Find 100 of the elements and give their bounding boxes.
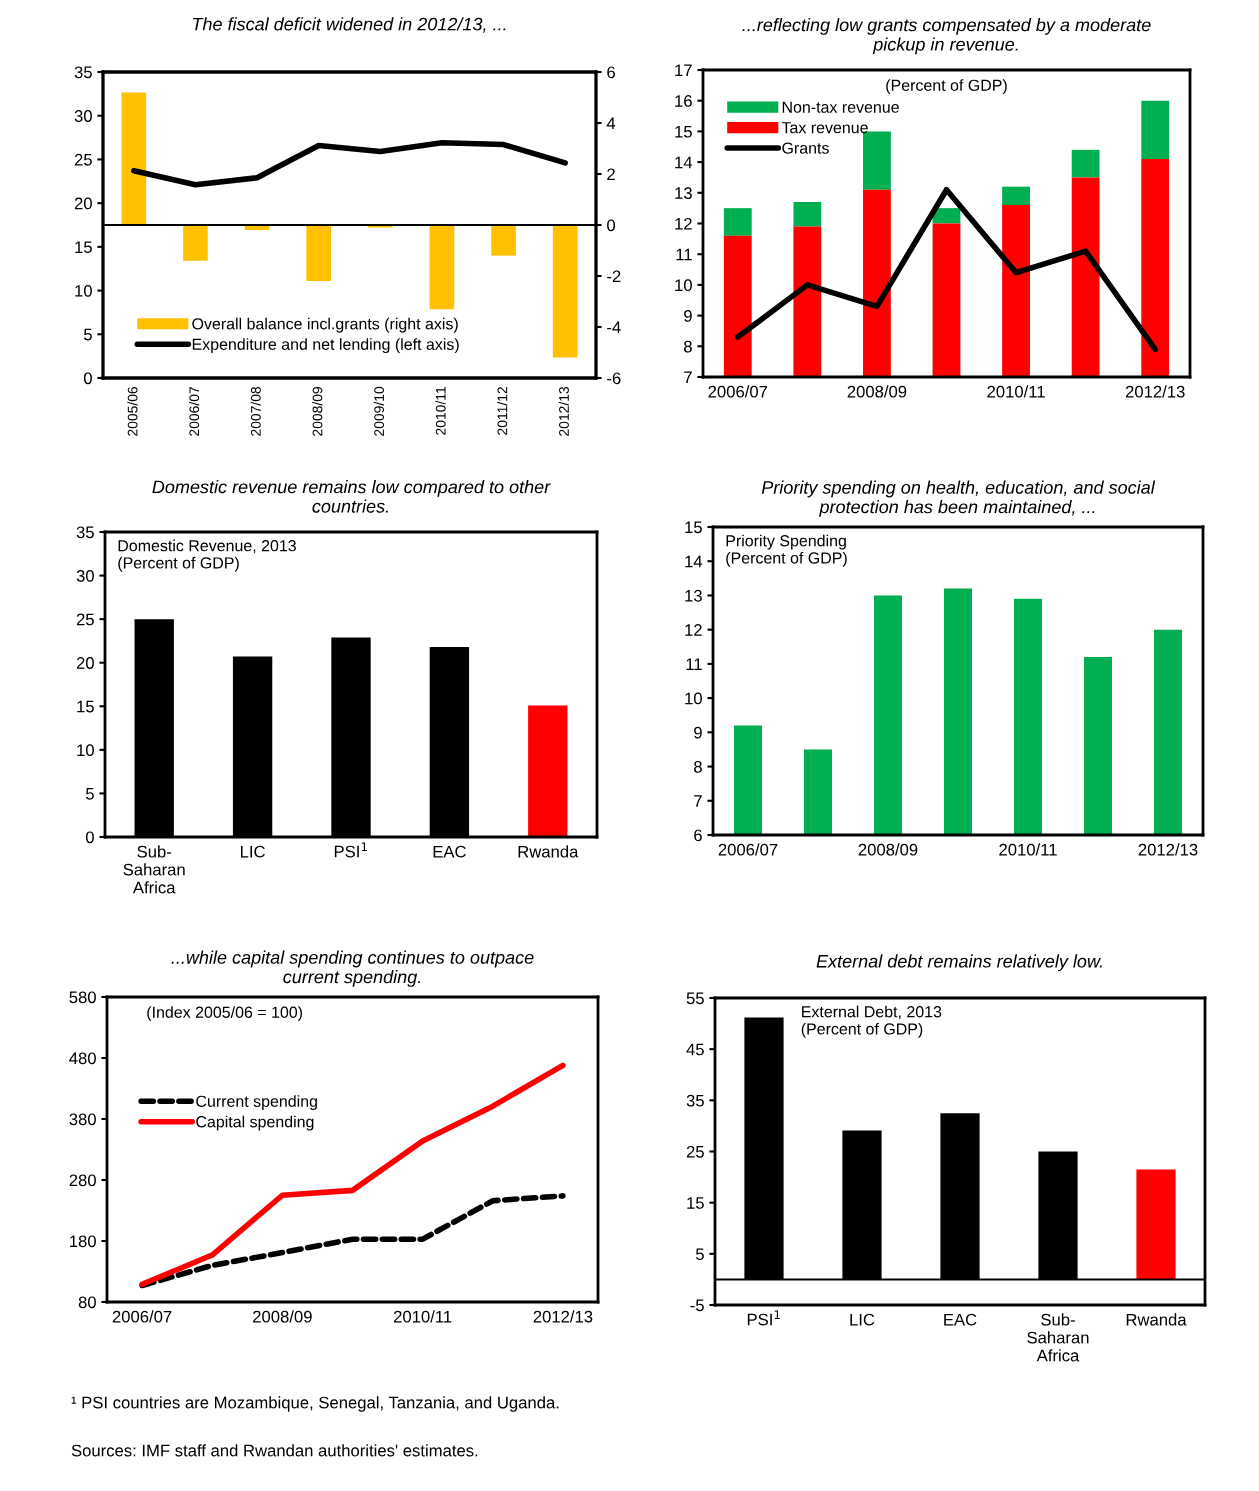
- chart-title: ...reflecting low grants compensated by a moderate pickup in revenue.: [742, 18, 1151, 55]
- y-tick-label: 8: [684, 340, 692, 353]
- y-tick-label: 580: [69, 991, 96, 1004]
- legend-label: Grants: [782, 142, 829, 154]
- x-tick-label: 2005/06: [127, 386, 138, 436]
- y-tick-label: -5: [690, 1299, 704, 1312]
- chart-title: External debt remains relatively low.: [816, 954, 1102, 972]
- annotation: Domestic Revenue, 2013 (Percent of GDP): [118, 539, 296, 572]
- y-tick-label: 5: [695, 1248, 704, 1261]
- y-tick-label: 17: [675, 64, 692, 77]
- legend-label: Tax revenue: [781, 122, 868, 134]
- y-tick-label: 30: [74, 110, 92, 122]
- y2-tick-label: -2: [607, 270, 621, 283]
- y-tick-label: 30: [76, 569, 94, 582]
- x-tick-label: 2012/13: [533, 1310, 593, 1323]
- legend-label: Expenditure and net lending (left axis): [192, 338, 459, 354]
- legend-label: Capital spending: [196, 1115, 314, 1131]
- y-tick-label: 20: [74, 197, 92, 210]
- y2-tick-label: 2: [607, 168, 615, 181]
- y-tick-label: 35: [74, 66, 92, 79]
- annotation: (Index 2005/06 = 100): [147, 1006, 303, 1022]
- text: ¹ PSI countries are Mozambique, Senegal, Tanzania, and Uganda.: [71, 1396, 559, 1412]
- y-tick-label: 11: [686, 658, 702, 670]
- x-tick-label: Sub- Saharan Africa: [123, 845, 185, 894]
- x-tick-label: EAC: [944, 1313, 977, 1326]
- legend-label: Non-tax revenue: [782, 101, 899, 113]
- x-tick-label: 2006/07: [718, 843, 778, 856]
- x-tick-label: 2008/09: [312, 386, 323, 436]
- y-tick-label: 10: [675, 279, 692, 292]
- y-tick-label: 11: [676, 248, 692, 261]
- y2-tick-label: -6: [607, 372, 621, 385]
- y-tick-label: 25: [74, 153, 92, 166]
- x-tick-label: PSI$^{1}$: [334, 842, 367, 858]
- y-tick-label: 9: [684, 310, 692, 322]
- x-tick-label: LIC: [850, 1313, 875, 1326]
- y-tick-label: 14: [685, 555, 703, 568]
- y-tick-label: 280: [69, 1174, 96, 1187]
- y-tick-label: 13: [685, 589, 702, 602]
- y-tick-label: 8: [694, 760, 702, 773]
- y-tick-label: 5: [83, 328, 92, 341]
- x-tick-label: 2010/11: [987, 385, 1045, 398]
- y-tick-label: 15: [687, 1197, 704, 1209]
- y-tick-label: 35: [76, 526, 94, 539]
- x-tick-label: 2012/13: [558, 386, 569, 436]
- y-tick-label: 15: [75, 241, 92, 254]
- x-tick-label: 2008/09: [858, 843, 918, 856]
- x-tick-label: 2006/07: [188, 387, 200, 436]
- chart-title: Domestic revenue remains low compared to other countries.: [152, 480, 551, 513]
- x-tick-label: 2006/07: [708, 385, 768, 398]
- y-tick-label: 12: [675, 217, 692, 230]
- y-tick-label: 10: [77, 744, 94, 757]
- x-tick-label: 2010/11: [435, 387, 446, 435]
- y-tick-label: 14: [675, 156, 693, 169]
- y-tick-label: 15: [77, 700, 94, 713]
- x-tick-label: Sub- Saharan Africa: [1027, 1313, 1089, 1362]
- y-tick-label: 55: [686, 992, 704, 1005]
- y-tick-label: 7: [684, 371, 692, 384]
- annotation: Priority Spending (Percent of GDP): [726, 534, 847, 567]
- y-tick-label: 16: [675, 95, 692, 107]
- y-tick-label: 380: [69, 1113, 96, 1126]
- x-tick-label: 2007/08: [250, 386, 261, 436]
- x-tick-label: Rwanda: [1126, 1313, 1187, 1326]
- x-tick-label: 2012/13: [1125, 385, 1185, 398]
- y-tick-label: 0: [83, 372, 92, 385]
- y-tick-label: 10: [75, 284, 92, 297]
- y-tick-label: 480: [69, 1052, 96, 1065]
- legend-label: Overall balance incl.grants (right axis): [192, 317, 458, 333]
- y-tick-label: 7: [694, 795, 702, 807]
- y-tick-label: 15: [685, 521, 702, 534]
- x-tick-label: 2010/11: [999, 843, 1057, 856]
- legend-label: Current spending: [196, 1095, 317, 1111]
- source-note: Sources: IMF staff and Rwandan authorities' estimates.: [71, 1444, 478, 1457]
- y2-tick-label: -4: [607, 321, 621, 334]
- y-tick-label: 5: [85, 788, 94, 800]
- y2-tick-label: 6: [607, 66, 615, 79]
- y-tick-label: 13: [675, 187, 692, 199]
- chart-title: ...while capital spending continues to outpace current spending.: [171, 950, 534, 987]
- annotation: (Percent of GDP): [886, 79, 1007, 95]
- y2-tick-label: 4: [606, 117, 616, 130]
- annotation: External Debt, 2013 (Percent of GDP): [801, 1005, 942, 1038]
- x-tick-label: Rwanda: [518, 845, 579, 858]
- x-tick-label: 2012/13: [1138, 843, 1198, 856]
- y-tick-label: 12: [685, 624, 702, 636]
- y2-tick-label: 0: [607, 219, 616, 232]
- chart-title: Priority spending on health, education, and social protection has been maintained, ...: [761, 480, 1156, 517]
- y-tick-label: 25: [76, 613, 94, 626]
- y-tick-label: 80: [78, 1296, 96, 1309]
- y-tick-label: 10: [685, 692, 702, 705]
- y-tick-label: 9: [694, 726, 702, 739]
- x-tick-label: EAC: [433, 845, 466, 858]
- x-tick-label: 2008/09: [847, 385, 907, 398]
- x-tick-label: 2009/10: [373, 386, 385, 436]
- y-tick-label: 45: [686, 1043, 704, 1056]
- y-tick-label: 15: [675, 125, 692, 138]
- y-tick-label: 25: [686, 1145, 704, 1158]
- x-tick-label: PSI$^{1}$: [747, 1310, 780, 1326]
- y-tick-label: 35: [686, 1094, 704, 1107]
- chart-title: The fiscal deficit widened in 2012/13, ...: [193, 17, 506, 33]
- y-tick-label: 6: [694, 829, 702, 842]
- x-tick-label: 2011/12: [497, 387, 508, 435]
